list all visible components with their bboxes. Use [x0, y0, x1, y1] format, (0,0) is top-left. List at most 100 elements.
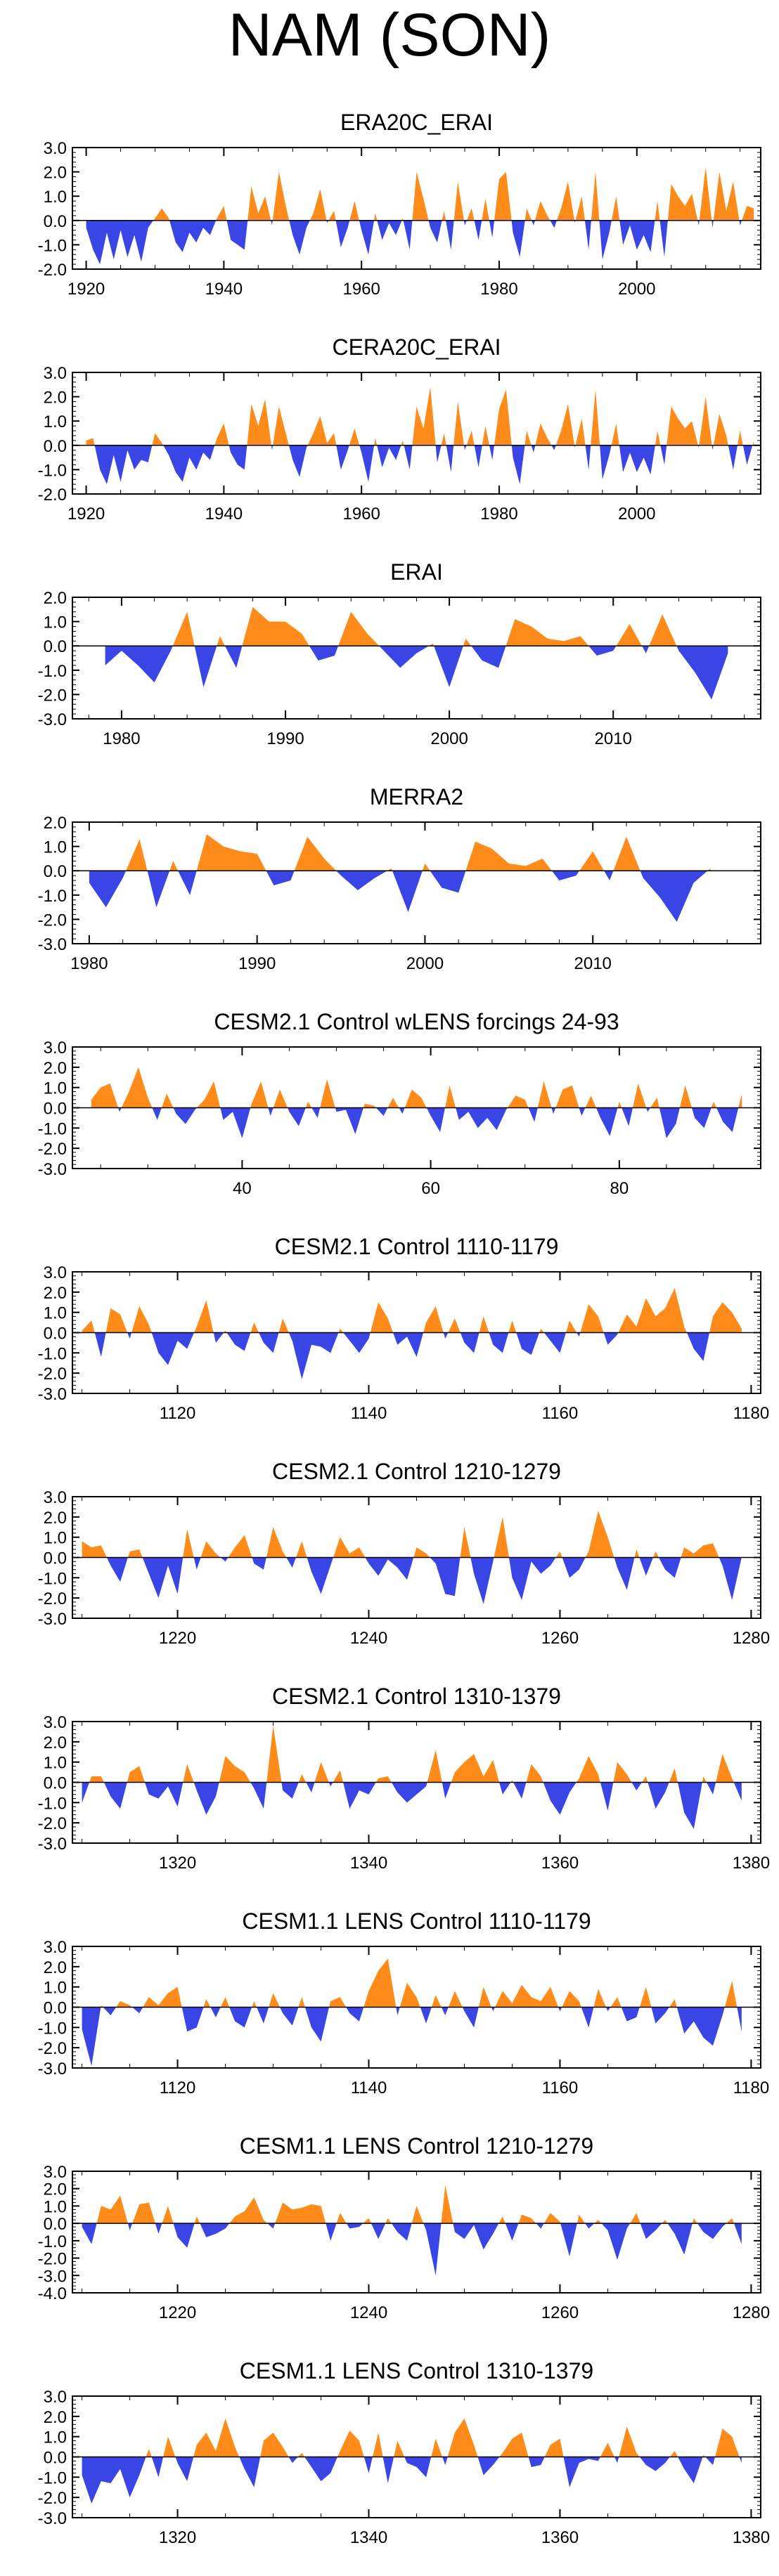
y-tick-label: -1.0	[38, 1569, 67, 1588]
y-tick-label: -3.0	[38, 1610, 67, 1629]
x-tick-label: 1990	[238, 954, 276, 973]
chart-panel: CESM1.1 LENS Control 1110-1179 -3.0 -2.0 -1…	[0, 1897, 779, 2122]
x-tick-label: 1180	[733, 1404, 770, 1423]
positive-area	[82, 1511, 742, 1558]
y-tick-label: -3.0	[38, 710, 67, 729]
y-tick-label: 0.0	[44, 862, 67, 881]
chart-panel: CESM1.1 LENS Control 1310-1379 -3.0 -2.0 -1…	[0, 2347, 779, 2572]
x-tick-label: 1140	[351, 1404, 387, 1423]
y-tick-label: 2.0	[44, 2408, 67, 2427]
y-tick-label: -1.0	[38, 2019, 67, 2038]
y-tick-label: -2.0	[38, 2039, 67, 2058]
x-tick-label: 1340	[350, 1854, 387, 1873]
y-tick-label: -1.0	[38, 1344, 67, 1363]
y-tick-label: 2.0	[44, 814, 67, 833]
chart-panel: CESM2.1 Control 1110-1179 -3.0 -2.0 -1.0 0.0…	[0, 1223, 779, 1448]
chart-panel: ERA20C_ERAI -2.0 -1.0 0.0 1.0 2.0 3.0 1920 1940 1…	[0, 98, 779, 323]
x-tick-label: 1960	[342, 505, 380, 523]
y-tick-label: 0.0	[44, 437, 67, 456]
positive-area	[82, 2418, 742, 2457]
positive-area	[105, 606, 728, 646]
x-tick-label: 1940	[205, 280, 243, 299]
positive-area	[86, 167, 754, 221]
chart-panel: CERA20C_ERAI -2.0 -1.0 0.0 1.0 2.0 3.0 1920 1940…	[0, 323, 779, 548]
x-tick-label: 1140	[351, 2079, 387, 2097]
chart-title: CESM1.1 LENS Control 1310-1379	[240, 2358, 593, 2383]
chart-title: MERRA2	[370, 784, 463, 809]
y-tick-label: -3.0	[38, 1835, 67, 1854]
plot-frame	[72, 372, 761, 495]
y-tick-label: 0.0	[44, 1100, 67, 1119]
x-tick-label: 1260	[541, 2303, 579, 2322]
chart-title: CESM1.1 LENS Control 1110-1179	[242, 1908, 591, 1934]
chart-svg: ERAI -3.0 -2.0 -1.0 0.0 1.0 2.0 1980 1990 2000 201…	[38, 559, 761, 748]
y-tick-label: -1.0	[38, 1794, 67, 1813]
x-tick-label: 1240	[350, 2303, 387, 2322]
x-tick-label: 40	[233, 1179, 252, 1198]
y-tick-label: -3.0	[38, 2060, 67, 2079]
plot-frame	[72, 147, 761, 270]
chart-title: CESM2.1 Control 1310-1379	[272, 1684, 561, 1709]
negative-area	[82, 1557, 742, 1604]
y-tick-label: -1.0	[38, 662, 67, 681]
negative-area	[82, 2457, 742, 2504]
x-tick-label: 1920	[67, 280, 105, 299]
y-tick-label: -3.0	[38, 1385, 67, 1404]
y-tick-label: -2.0	[38, 1365, 67, 1384]
x-tick-label: 1980	[103, 729, 140, 748]
y-tick-label: 2.0	[44, 589, 67, 608]
y-tick-label: 2.0	[44, 1284, 67, 1303]
y-tick-label: 3.0	[44, 2388, 67, 2407]
y-tick-label: -1.0	[38, 236, 67, 255]
x-tick-label: 1280	[733, 2303, 770, 2322]
x-tick-label: 1120	[160, 2079, 196, 2097]
y-tick-label: 3.0	[44, 1263, 67, 1282]
y-tick-label: 2.0	[44, 1733, 67, 1752]
y-tick-label: -2.0	[38, 2489, 67, 2508]
x-tick-label: 1320	[159, 1854, 196, 1873]
y-tick-label: 1.0	[44, 188, 67, 207]
y-tick-label: 2.0	[44, 164, 67, 183]
y-tick-label: 3.0	[44, 1039, 67, 1058]
positive-area	[82, 1958, 742, 2008]
chart-svg: CESM2.1 Control 1310-1379 -3.0 -2.0-1.00.0…	[38, 1684, 770, 1873]
positive-area	[82, 1725, 742, 1783]
x-tick-label: 2010	[574, 954, 612, 973]
y-tick-label: -2.0	[38, 2250, 67, 2269]
y-tick-label: -2.0	[38, 686, 67, 705]
y-tick-label: -4.0	[38, 2284, 67, 2303]
y-tick-label: 0.0	[44, 2449, 67, 2468]
y-tick-label: 1.0	[44, 1304, 67, 1323]
chart-svg: CESM1.1 LENS Control 1310-1379 -3.0-2.0 -1…	[38, 2358, 770, 2547]
y-tick-label: -2.0	[38, 1140, 67, 1159]
y-tick-label: -3.0	[38, 1160, 67, 1179]
y-tick-label: 3.0	[44, 364, 67, 383]
y-tick-label: 0.0	[44, 1999, 67, 2018]
chart-svg: CESM2.1 Control 1110-1179 -3.0-2.0 -1.00.0…	[38, 1234, 770, 1423]
x-tick-label: 2000	[618, 505, 655, 523]
y-tick-label: 0.0	[44, 1549, 67, 1568]
y-tick-label: 3.0	[44, 1488, 67, 1507]
chart-svg: CERA20C_ERAI -2.0 -1.0 0.0 1.0 2.0 3.0 1920 1940…	[38, 334, 761, 523]
chart-svg: CESM2.1 Control wLENS forcings 24-93 -3.0…	[38, 1009, 761, 1198]
plot-frame	[72, 2171, 761, 2294]
chart-title: ERA20C_ERAI	[340, 110, 493, 135]
y-tick-label: 0.0	[44, 2215, 67, 2234]
y-tick-label: 1.0	[44, 613, 67, 632]
x-tick-label: 60	[421, 1179, 440, 1198]
x-tick-label: 1160	[542, 1404, 579, 1423]
chart-panel: MERRA2 -3.0 -2.0 -1.0 0.0 1.0 2.0 1980 1990 2000 2…	[0, 773, 779, 998]
x-tick-label: 1980	[480, 505, 517, 523]
y-tick-label: -2.0	[38, 1814, 67, 1833]
negative-area	[89, 871, 711, 922]
x-tick-label: 80	[610, 1179, 629, 1198]
y-tick-label: -2.0	[38, 1589, 67, 1608]
negative-area	[91, 1107, 742, 1138]
y-tick-label: 3.0	[44, 1938, 67, 1957]
y-tick-label: 1.0	[44, 2197, 67, 2216]
x-tick-label: 2000	[618, 280, 655, 299]
negative-area	[82, 2007, 742, 2067]
negative-area	[82, 1782, 742, 1829]
positive-area	[91, 1067, 742, 1108]
positive-area	[82, 2185, 742, 2224]
